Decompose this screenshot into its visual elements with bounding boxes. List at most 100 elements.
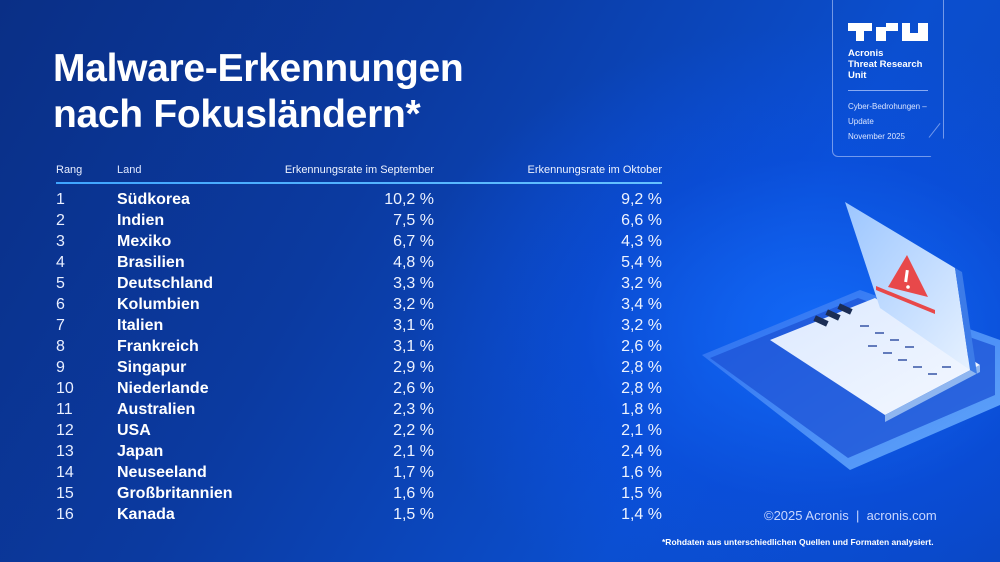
tru-logo-icon (848, 23, 928, 41)
row-october-rate: 9,2 % (621, 191, 662, 208)
row-october-rate: 1,8 % (621, 401, 662, 418)
row-rank: 12 (56, 422, 74, 439)
laptop-warning-icon (702, 202, 1000, 470)
row-rank: 11 (56, 401, 73, 418)
title-line-2: nach Fokusländern* (53, 93, 421, 136)
row-september-rate: 2,9 % (393, 359, 434, 376)
row-rank: 15 (56, 485, 74, 502)
row-october-rate: 1,5 % (621, 485, 662, 502)
row-october-rate: 1,6 % (621, 464, 662, 481)
row-september-rate: 2,6 % (393, 380, 434, 397)
row-country: Italien (117, 317, 164, 334)
table-row: 1 Südkorea 10,2 % 9,2 % (56, 189, 662, 210)
report-meta-line: Cyber-Bedrohungen – (848, 102, 927, 111)
row-september-rate: 2,3 % (393, 401, 434, 418)
row-country: Kanada (117, 506, 175, 523)
row-rank: 8 (56, 338, 65, 355)
row-october-rate: 1,4 % (621, 506, 662, 523)
unit-name: Acronis Threat Research Unit (848, 48, 922, 81)
row-rank: 7 (56, 317, 65, 334)
row-september-rate: 1,7 % (393, 464, 434, 481)
row-september-rate: 3,3 % (393, 275, 434, 292)
table-body: 1 Südkorea 10,2 % 9,2 % 2 Indien 7,5 % 6,6 % 3 Me… (56, 189, 662, 525)
row-rank: 14 (56, 464, 74, 481)
table-row: 5 Deutschland 3,3 % 3,2 % (56, 273, 662, 294)
report-meta-line: November 2025 (848, 132, 905, 141)
row-country: Mexiko (117, 233, 172, 250)
row-october-rate: 6,6 % (621, 212, 662, 229)
table-header: Rang Land Erkennungsrate im September Er… (56, 160, 662, 182)
row-october-rate: 3,2 % (621, 317, 662, 334)
row-country: Südkorea (117, 191, 190, 208)
header-country: Land (117, 164, 142, 176)
table-row: 14 Neuseeland 1,7 % 1,6 % (56, 462, 662, 483)
row-rank: 4 (56, 254, 65, 271)
table-row: 9 Singapur 2,9 % 2,8 % (56, 357, 662, 378)
row-october-rate: 2,8 % (621, 380, 662, 397)
header-rank: Rang (56, 164, 83, 176)
table-row: 11 Australien 2,3 % 1,8 % (56, 399, 662, 420)
page-title: Malware-Erkennungen nach Fokusländern* (53, 46, 464, 138)
title-line-1: Malware-Erkennungen (53, 47, 464, 90)
row-country: Frankreich (117, 338, 199, 355)
report-meta-line: Update (848, 117, 874, 126)
header-september: Erkennungsrate im September (284, 164, 434, 176)
row-country: Kolumbien (117, 296, 200, 313)
row-september-rate: 1,6 % (393, 485, 434, 502)
row-september-rate: 2,1 % (393, 443, 434, 460)
header-divider (56, 182, 662, 184)
row-october-rate: 4,3 % (621, 233, 662, 250)
row-october-rate: 2,4 % (621, 443, 662, 460)
row-october-rate: 5,4 % (621, 254, 662, 271)
row-country: Singapur (117, 359, 187, 376)
table-row: 7 Italien 3,1 % 3,2 % (56, 315, 662, 336)
copyright-text: ©2025 Acronis | acronis.com (764, 508, 937, 523)
row-rank: 6 (56, 296, 65, 313)
row-october-rate: 2,8 % (621, 359, 662, 376)
row-october-rate: 3,4 % (621, 296, 662, 313)
table-row: 16 Kanada 1,5 % 1,4 % (56, 504, 662, 525)
row-september-rate: 2,2 % (393, 422, 434, 439)
row-country: Niederlande (117, 380, 209, 397)
table-row: 3 Mexiko 6,7 % 4,3 % (56, 231, 662, 252)
row-rank: 9 (56, 359, 65, 376)
row-country: Japan (117, 443, 164, 460)
table-row: 12 USA 2,2 % 2,1 % (56, 420, 662, 441)
badge-divider (848, 90, 928, 91)
table-row: 8 Frankreich 3,1 % 2,6 % (56, 336, 662, 357)
table-row: 2 Indien 7,5 % 6,6 % (56, 210, 662, 231)
table-row: 13 Japan 2,1 % 2,4 % (56, 441, 662, 462)
row-rank: 13 (56, 443, 74, 460)
header-october: Erkennungsrate im Oktober (527, 164, 662, 176)
row-september-rate: 3,2 % (393, 296, 434, 313)
row-september-rate: 10,2 % (384, 191, 434, 208)
row-october-rate: 2,1 % (621, 422, 662, 439)
unit-name-line: Unit (848, 70, 867, 81)
unit-name-line: Threat Research (848, 59, 923, 70)
row-september-rate: 7,5 % (393, 212, 434, 229)
report-meta: Cyber-Bedrohungen – Update November 2025 (848, 99, 927, 144)
row-country: Australien (117, 401, 196, 418)
row-rank: 3 (56, 233, 65, 250)
row-rank: 2 (56, 212, 65, 229)
detection-rate-table: Rang Land Erkennungsrate im September Er… (56, 160, 662, 523)
row-country: Deutschland (117, 275, 214, 292)
table-row: 10 Niederlande 2,6 % 2,8 % (56, 378, 662, 399)
row-september-rate: 1,5 % (393, 506, 434, 523)
unit-name-line: Acronis (848, 48, 884, 59)
row-country: USA (117, 422, 151, 439)
row-september-rate: 3,1 % (393, 338, 434, 355)
row-rank: 5 (56, 275, 65, 292)
row-country: Indien (117, 212, 165, 229)
row-country: Großbritannien (117, 485, 233, 502)
table-row: 6 Kolumbien 3,2 % 3,4 % (56, 294, 662, 315)
table-row: 15 Großbritannien 1,6 % 1,5 % (56, 483, 662, 504)
row-september-rate: 6,7 % (393, 233, 434, 250)
row-country: Neuseeland (117, 464, 207, 481)
row-september-rate: 4,8 % (393, 254, 434, 271)
table-row: 4 Brasilien 4,8 % 5,4 % (56, 252, 662, 273)
tru-badge-frame (832, 0, 944, 157)
row-rank: 10 (56, 380, 74, 397)
row-rank: 1 (56, 191, 65, 208)
row-october-rate: 3,2 % (621, 275, 662, 292)
